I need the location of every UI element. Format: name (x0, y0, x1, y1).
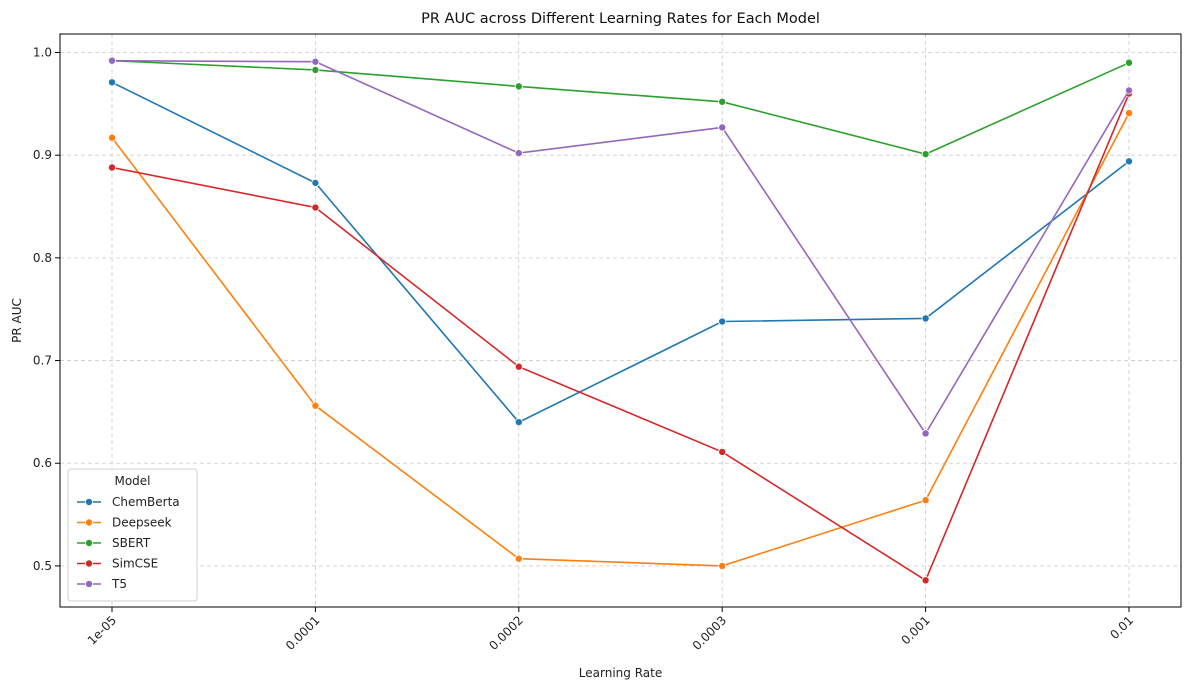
legend-marker-t5 (85, 580, 94, 589)
data-point-chemberta (311, 178, 320, 187)
data-point-t5 (311, 57, 320, 66)
data-point-deepseek (311, 401, 320, 410)
legend-marker-deepseek (85, 518, 94, 527)
y-tick-label: 0.6 (33, 456, 52, 470)
legend-item-deepseek: Deepseek (77, 516, 172, 530)
data-point-sbert (921, 150, 930, 159)
grid-lines (60, 34, 1181, 607)
data-point-deepseek (921, 496, 930, 505)
series-t5 (108, 56, 1134, 438)
x-axis-ticks: 1e-05 0.0001 0.0002 0.0003 0.001 0.01 (85, 607, 1136, 653)
data-point-t5 (108, 56, 117, 65)
plot-frame (59, 33, 1182, 608)
legend-label-chemberta: ChemBerta (112, 495, 180, 509)
x-axis-label: Learning Rate (579, 666, 662, 680)
y-tick-label: 0.8 (33, 251, 52, 265)
series-chemberta (108, 78, 1134, 427)
series-line-sbert (111, 59, 1130, 155)
data-point-chemberta (1125, 157, 1134, 166)
series-line-deepseek (111, 112, 1130, 567)
x-tick-label: 0.01 (1107, 613, 1136, 642)
y-tick-label: 0.5 (33, 559, 52, 573)
legend-title: Model (114, 474, 150, 488)
series-simcse (108, 89, 1134, 585)
legend-item-t5: T5 (77, 577, 127, 591)
data-point-deepseek (718, 561, 727, 570)
x-tick-label: 0.0003 (690, 613, 730, 653)
data-point-chemberta (921, 314, 930, 323)
data-point-deepseek (514, 554, 523, 563)
chart-title: PR AUC across Different Learning Rates f… (421, 11, 820, 27)
data-point-chemberta (718, 317, 727, 326)
data-point-t5 (1125, 86, 1134, 95)
legend-label-deepseek: Deepseek (112, 516, 172, 530)
data-point-sbert (311, 65, 320, 74)
y-axis-label: PR AUC (10, 298, 24, 343)
legend-label-simcse: SimCSE (112, 557, 158, 571)
legend-marker-chemberta (85, 497, 94, 506)
data-point-chemberta (514, 418, 523, 427)
legend-item-chemberta: ChemBerta (77, 495, 180, 509)
data-point-deepseek (108, 133, 117, 142)
data-point-t5 (514, 149, 523, 158)
legend-item-sbert: SBERT (77, 536, 151, 550)
x-tick-label: 1e-05 (85, 613, 119, 647)
x-tick-label: 0.0002 (486, 613, 526, 653)
data-point-simcse (718, 447, 727, 456)
y-tick-label: 0.9 (33, 148, 52, 162)
data-point-sbert (718, 97, 727, 106)
legend-label-t5: T5 (111, 577, 127, 591)
legend-marker-simcse (85, 559, 94, 568)
legend-item-simcse: SimCSE (77, 557, 158, 571)
data-point-simcse (514, 362, 523, 371)
data-point-t5 (718, 123, 727, 132)
data-point-t5 (921, 429, 930, 438)
data-point-simcse (311, 203, 320, 212)
data-point-simcse (108, 163, 117, 172)
series-line-chemberta (111, 81, 1130, 424)
series-line-simcse (111, 93, 1130, 582)
series-sbert (108, 56, 1134, 159)
series-line-t5 (111, 59, 1130, 436)
y-tick-label: 0.7 (33, 354, 52, 368)
data-point-sbert (1125, 58, 1134, 67)
legend: Model ChemBerta Deepseek SBERT SimCSE T5 (67, 468, 198, 602)
x-tick-label: 0.001 (899, 613, 933, 647)
legend-marker-sbert (85, 539, 94, 548)
data-point-chemberta (108, 78, 117, 87)
y-tick-label: 1.0 (33, 45, 52, 59)
y-axis-ticks: 0.5 0.6 0.7 0.8 0.9 1.0 (33, 45, 60, 573)
x-tick-label: 0.0001 (283, 613, 323, 653)
legend-label-sbert: SBERT (112, 536, 151, 550)
series-deepseek (108, 109, 1134, 570)
data-point-sbert (514, 82, 523, 91)
data-point-deepseek (1125, 109, 1134, 118)
data-point-simcse (921, 576, 930, 585)
series-layer (108, 56, 1134, 585)
